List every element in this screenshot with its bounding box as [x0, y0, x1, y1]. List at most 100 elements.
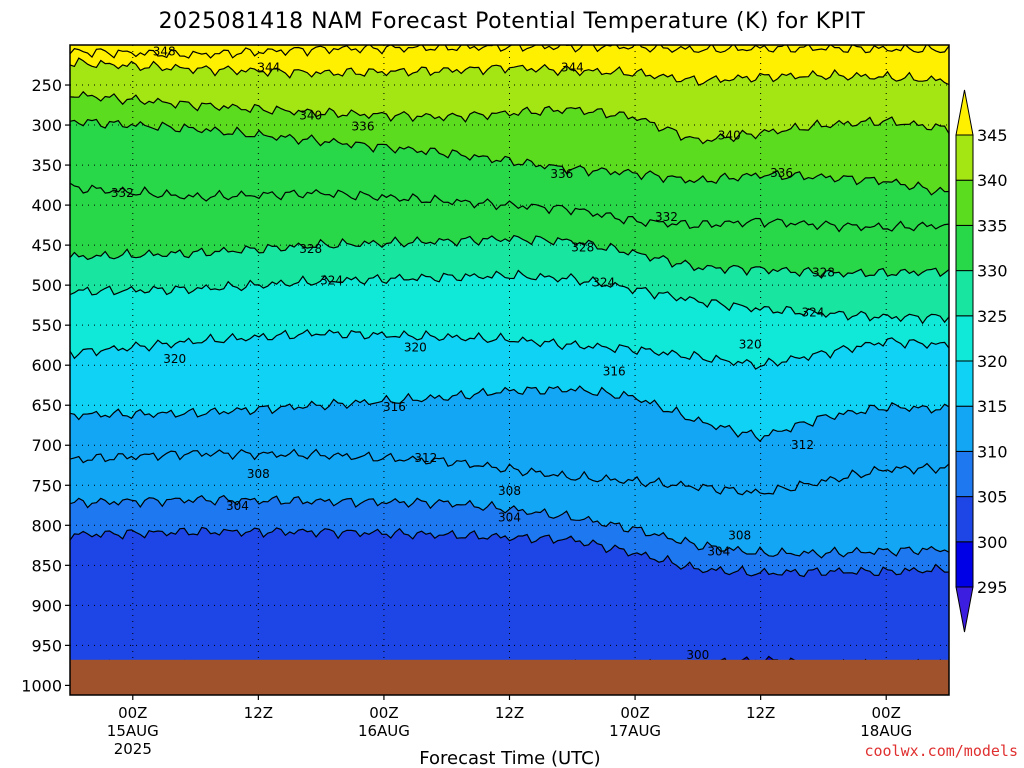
contour-label: 320 — [739, 337, 762, 351]
grid-lines — [70, 45, 949, 695]
contour-label: 340 — [299, 108, 322, 122]
isotherm-332 — [70, 182, 949, 233]
theta-band — [70, 45, 949, 86]
contour-label: 320 — [404, 341, 427, 355]
y-tick-label: 550 — [31, 316, 62, 335]
y-tick-label: 250 — [31, 76, 62, 95]
contour-label: 328 — [571, 241, 594, 255]
isotherm-340 — [70, 90, 949, 145]
colorbar-tick-label: 295 — [977, 578, 1008, 597]
colorbar-bin — [955, 405, 974, 452]
theta-band — [70, 183, 949, 278]
colorbar-bin — [955, 270, 974, 317]
contour-label: 312 — [414, 451, 437, 465]
x-tick-label: 12Z — [495, 704, 524, 722]
contour-label: 308 — [247, 467, 270, 481]
contour-label: 308 — [498, 484, 521, 498]
x-tick-label: 12Z — [746, 704, 775, 722]
x-tick-label: 00Z — [872, 704, 901, 722]
colorbar-tick-label: 330 — [977, 262, 1008, 281]
theta-bands — [70, 45, 949, 695]
y-tick-label: 450 — [31, 236, 62, 255]
x-tick-label: 12Z — [244, 704, 273, 722]
contour-label: 320 — [163, 352, 186, 366]
contour-label: 340 — [718, 128, 741, 142]
colorbar-bin — [955, 360, 974, 407]
colorbar-bin — [955, 134, 974, 181]
contour-label: 312 — [791, 438, 814, 452]
x-axis-label: Forecast Time (UTC) — [419, 748, 600, 768]
colorbar-tick-label: 300 — [977, 533, 1008, 552]
colorbar-arrow-high — [955, 89, 974, 136]
isotherm-316 — [70, 385, 949, 443]
colorbar-tick-label: 320 — [977, 352, 1008, 371]
y-tick-label: 500 — [31, 276, 62, 295]
theta-band — [70, 495, 949, 577]
theta-band — [70, 329, 949, 442]
contour-label: 304 — [498, 510, 521, 524]
x-tick-sublabel: 15AUG — [107, 722, 159, 740]
contour-label: 348 — [153, 44, 176, 58]
isotherm-336 — [70, 118, 949, 196]
colorbar-tick-label: 325 — [977, 307, 1008, 326]
y-tick-label: 950 — [31, 636, 62, 655]
y-tick-label: 350 — [31, 156, 62, 175]
plot-area: 348 344 344 340 340 336 336 336 332 332 328 328 328 3… — [70, 44, 949, 695]
colorbar-arrow-low — [955, 586, 974, 633]
colorbar-bin — [955, 315, 974, 362]
contour-label: 332 — [111, 186, 134, 200]
colorbar-bin — [955, 224, 974, 272]
contour-label: 336 — [352, 120, 375, 134]
isotherm-308 — [70, 494, 949, 559]
x-tick-sublabel: 16AUG — [358, 722, 410, 740]
contour-label: 304 — [226, 499, 249, 513]
theta-band — [70, 235, 949, 324]
isotherm-312 — [70, 448, 949, 496]
contour-label: 324 — [320, 273, 343, 287]
contour-label: 336 — [770, 166, 793, 180]
theta-band — [70, 270, 949, 370]
contour-label: 308 — [728, 529, 751, 543]
colorbar-tick-label: 310 — [977, 442, 1008, 461]
theta-band — [70, 527, 949, 672]
y-tick-label: 900 — [31, 596, 62, 615]
x-tick-label: 00Z — [369, 704, 398, 722]
x-tick-label: 00Z — [620, 704, 649, 722]
x-tick-label: 00Z — [118, 704, 147, 722]
contour-label: 336 — [550, 167, 573, 181]
contour-label: 316 — [383, 400, 406, 414]
contour-label: 324 — [802, 305, 825, 319]
credit-text: coolwx.com/models — [864, 742, 1018, 760]
x-tick-sublabel: 17AUG — [609, 722, 661, 740]
y-tick-label: 1000 — [21, 676, 62, 695]
y-tick-label: 800 — [31, 516, 62, 535]
theta-band — [70, 449, 949, 558]
contour-label: 344 — [257, 60, 280, 74]
colorbar-tick-label: 315 — [977, 397, 1008, 416]
colorbar-bin — [955, 496, 974, 543]
y-axis: 250 300 350 400 450 500 550 600 650 700 750 800 850 9… — [21, 76, 70, 695]
colorbar-tick-label: 340 — [977, 171, 1008, 190]
theta-band — [70, 386, 949, 495]
colorbar-tick-label: 305 — [977, 488, 1008, 507]
isotherm-348 — [70, 45, 949, 59]
contour-label: 344 — [561, 60, 584, 74]
contour-label: 328 — [812, 265, 835, 279]
x-tick-sublabel: 2025 — [114, 740, 152, 758]
theta-band — [70, 45, 949, 58]
isotherm-328 — [70, 234, 949, 279]
theta-band — [70, 119, 949, 232]
colorbar-bin — [955, 179, 974, 226]
chart-title: 2025081418 NAM Forecast Potential Temper… — [159, 9, 866, 34]
y-tick-label: 750 — [31, 476, 62, 495]
contour-label: 300 — [686, 648, 709, 662]
colorbar-tick-label: 335 — [977, 216, 1008, 235]
isotherm-320 — [70, 328, 949, 370]
isotherm-344 — [70, 57, 949, 86]
colorbar-bin — [955, 541, 974, 588]
y-tick-label: 300 — [31, 116, 62, 135]
contour-label: 328 — [299, 242, 322, 256]
theta-band — [70, 91, 949, 195]
